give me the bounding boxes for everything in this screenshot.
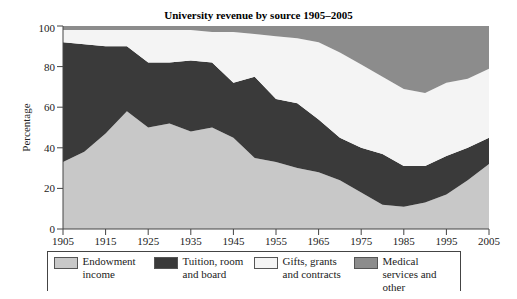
svg-text:80: 80	[44, 61, 56, 73]
svg-text:100: 100	[39, 22, 56, 34]
svg-text:1945: 1945	[222, 235, 245, 247]
svg-text:60: 60	[44, 101, 56, 113]
html-text:Medical services and other: Medical services and other	[382, 255, 437, 293]
html-text:University revenue by source 1: University revenue by source 1905–2005	[164, 9, 353, 21]
html-text:Endowment income: Endowment income	[82, 255, 136, 280]
svg-text:1975: 1975	[350, 235, 373, 247]
svg-text:0: 0	[50, 223, 56, 235]
svg-text:1985: 1985	[393, 235, 416, 247]
svg-text:1995: 1995	[435, 235, 458, 247]
html-text:Tuition, room and board: Tuition, room and board	[182, 255, 244, 280]
svg-text:1905: 1905	[52, 235, 75, 247]
svg-text:1925: 1925	[137, 235, 160, 247]
html-text:Gifts, grants and contracts: Gifts, grants and contracts	[282, 255, 341, 280]
svg-text:40: 40	[44, 142, 56, 154]
svg-text:1915: 1915	[95, 235, 118, 247]
svg-text:20: 20	[44, 182, 56, 194]
svg-text:1965: 1965	[308, 235, 331, 247]
svg-text:2005: 2005	[478, 235, 501, 247]
svg-text:Percentage: Percentage	[20, 103, 32, 151]
svg-text:1955: 1955	[265, 235, 288, 247]
svg-text:1935: 1935	[180, 235, 203, 247]
